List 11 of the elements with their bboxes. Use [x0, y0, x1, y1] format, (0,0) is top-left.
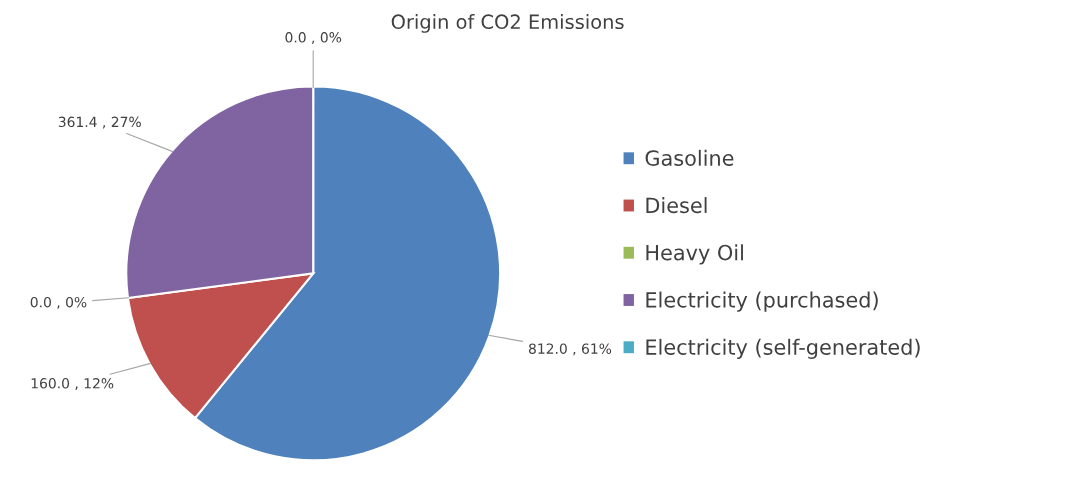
text: 0.0 , 0%: [285, 32, 342, 45]
text: 0.0 , 0%: [30, 296, 87, 309]
data-label: 812.0 , 61%: [528, 343, 612, 356]
chart-title: Origin of CO2 Emissions: [391, 14, 624, 33]
legend-label: Gasoline: [645, 149, 734, 166]
data-label: 361.4 , 27%: [58, 116, 141, 129]
legend-label: Heavy Oil: [646, 244, 743, 265]
legend-label: Electricity (purchased): [646, 291, 878, 312]
legend-label: Electricity (self-generated): [646, 338, 920, 359]
legend-label: Diesel: [646, 197, 707, 214]
data-label: 160.0 , 12%: [31, 378, 114, 390]
